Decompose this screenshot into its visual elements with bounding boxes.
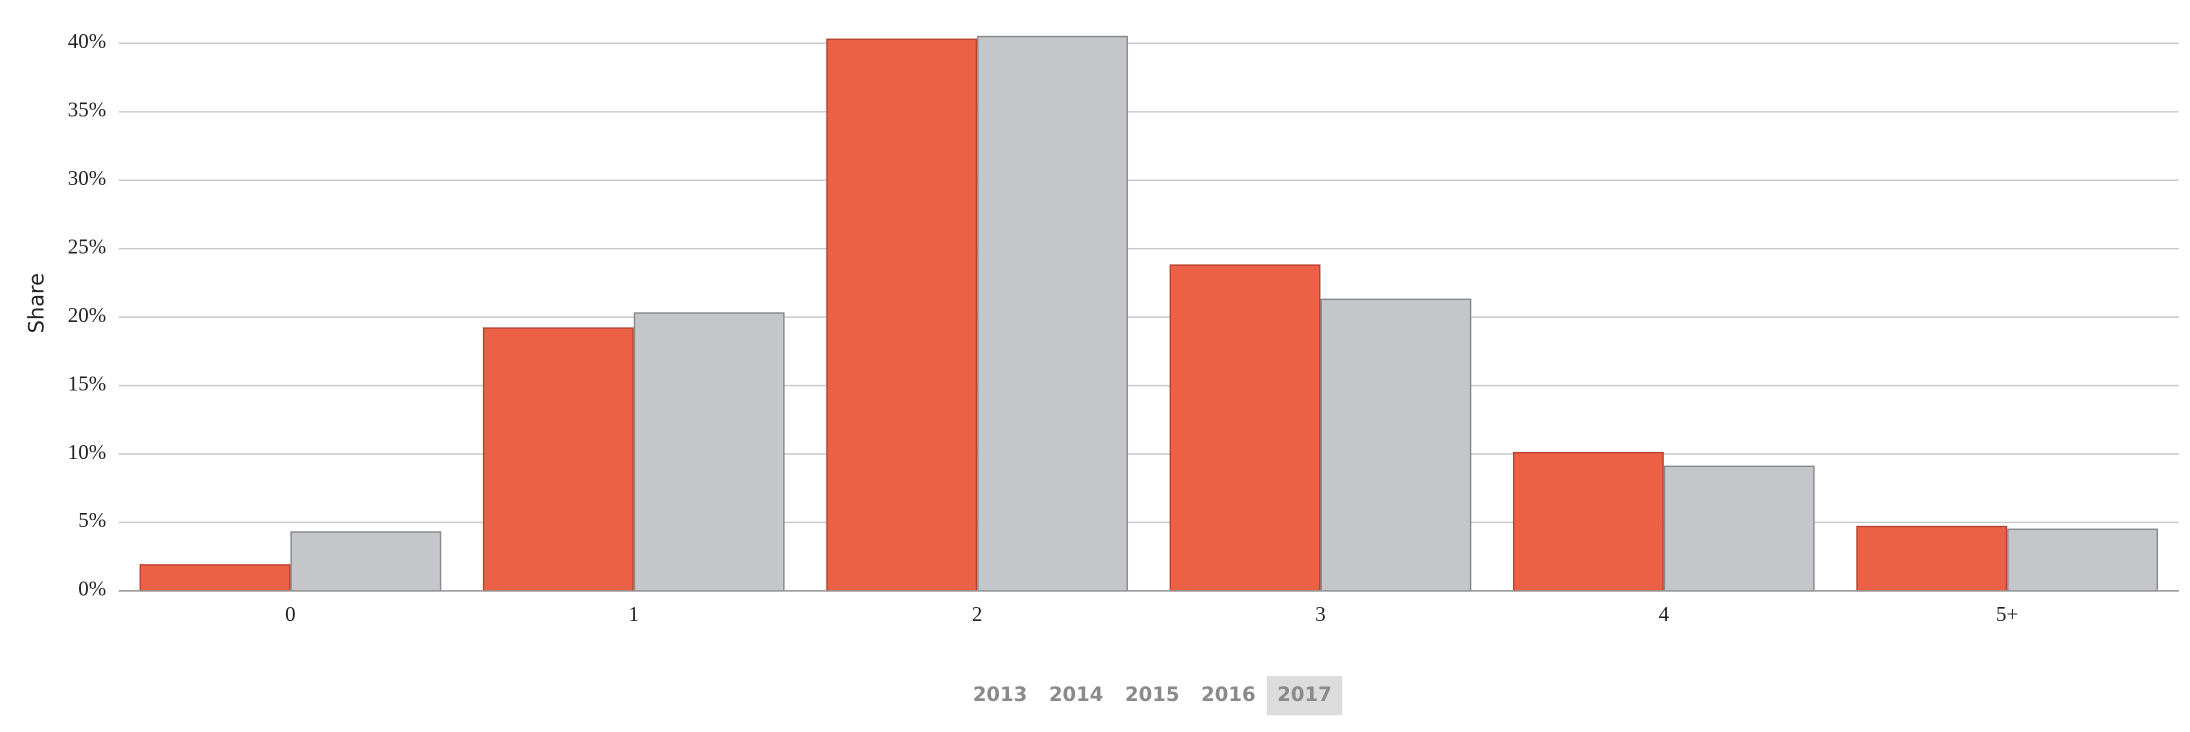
y-tick-label: 40% (68, 29, 106, 53)
bar (139, 564, 291, 592)
bar (1169, 264, 1321, 592)
y-tick-label: 15% (68, 371, 106, 395)
year-button[interactable]: 2016 (1201, 683, 1255, 706)
bar (2007, 528, 2158, 592)
y-tick-label: 25% (68, 234, 106, 258)
year-button[interactable]: 2014 (1049, 683, 1103, 706)
year-button[interactable]: 2013 (973, 683, 1027, 706)
y-tick-label: 10% (68, 440, 106, 464)
y-tick-label: 0% (78, 577, 106, 601)
bar (290, 531, 442, 592)
bar (633, 312, 785, 592)
bar (482, 327, 634, 592)
year-button-selected[interactable] (1266, 676, 1343, 716)
y-tick-label: 5% (78, 508, 106, 532)
bar (1663, 465, 1815, 592)
bar (826, 38, 978, 592)
x-tick-label: 3 (1315, 602, 1325, 626)
bar (977, 35, 1128, 592)
x-tick-label: 5+ (1996, 602, 2018, 626)
bar (1856, 525, 2008, 592)
year-button[interactable]: 2017 (1277, 683, 1331, 706)
bar (1320, 298, 1472, 592)
y-axis-label: Share (24, 273, 48, 333)
x-tick-label: 2 (972, 602, 982, 626)
y-tick-label: 20% (68, 303, 106, 327)
x-tick-label: 1 (629, 602, 639, 626)
x-tick-label: 0 (285, 602, 295, 626)
bar (1512, 451, 1664, 592)
y-tick-label: 30% (68, 166, 106, 190)
x-tick-label: 4 (1659, 602, 1670, 626)
year-button[interactable]: 2015 (1125, 683, 1179, 706)
y-tick-label: 35% (68, 98, 106, 122)
